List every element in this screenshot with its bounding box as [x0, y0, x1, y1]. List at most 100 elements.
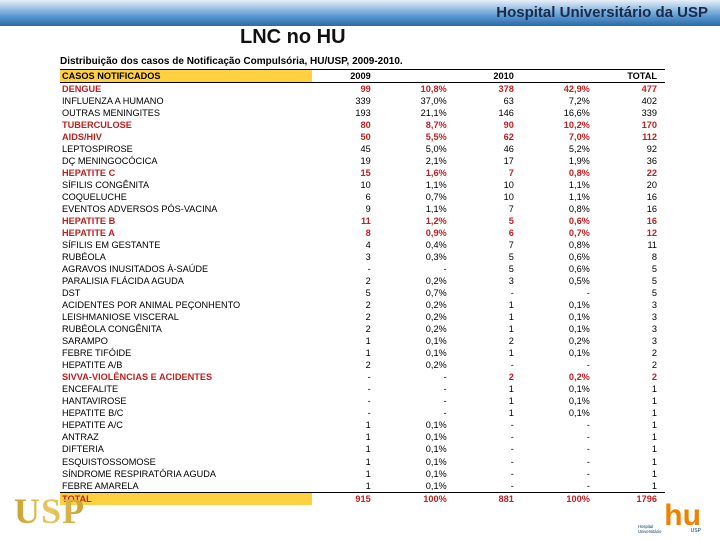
cell-d: 0,6%: [522, 264, 598, 276]
cell-d: 0,1%: [522, 300, 598, 312]
cell-name: ANTRAZ: [60, 432, 312, 444]
cell-name: HEPATITE C: [60, 167, 312, 179]
cell-name: TUBERCULOSE: [60, 119, 312, 131]
cell-e: 339: [598, 107, 665, 119]
cell-d: 42,9%: [522, 83, 598, 96]
cell-e: 5: [598, 288, 665, 300]
cell-a: 1: [312, 348, 379, 360]
cell-a: 1: [312, 456, 379, 468]
cell-e: 16: [598, 203, 665, 215]
cell-c: 17: [455, 155, 522, 167]
footer-2010-pct: 100%: [522, 493, 598, 506]
table-row: SARAMPO10,1%20,2%3: [60, 336, 665, 348]
cell-e: 477: [598, 83, 665, 96]
cell-c: 10: [455, 179, 522, 191]
cell-b: -: [379, 396, 455, 408]
cell-name: FEBRE AMARELA: [60, 480, 312, 493]
cell-e: 5: [598, 264, 665, 276]
cell-a: 45: [312, 143, 379, 155]
cell-d: 0,6%: [522, 215, 598, 227]
cell-a: 10: [312, 179, 379, 191]
footer-label: TOTAL: [60, 493, 312, 506]
cell-b: 0,7%: [379, 288, 455, 300]
cell-a: 80: [312, 119, 379, 131]
cell-a: 9: [312, 203, 379, 215]
footer-2010: 881: [455, 493, 522, 506]
cell-c: 3: [455, 276, 522, 288]
cell-a: -: [312, 396, 379, 408]
table-row: OUTRAS MENINGITES19321,1%14616,6%339: [60, 107, 665, 119]
table-row: PARALISIA FLÁCIDA AGUDA20,2%30,5%5: [60, 276, 665, 288]
cell-d: 0,1%: [522, 396, 598, 408]
cell-b: 0,2%: [379, 360, 455, 372]
cell-a: 3: [312, 251, 379, 263]
cell-e: 2: [598, 348, 665, 360]
cell-c: 2: [455, 336, 522, 348]
cell-c: 10: [455, 191, 522, 203]
cell-a: 6: [312, 191, 379, 203]
cell-c: -: [455, 444, 522, 456]
cell-c: 7: [455, 203, 522, 215]
cell-name: DÇ MENINGOCÓCICA: [60, 155, 312, 167]
table-row: LEISHMANIOSE VISCERAL20,2%10,1%3: [60, 312, 665, 324]
col-2010-pct: [522, 70, 598, 83]
cell-e: 3: [598, 336, 665, 348]
cell-d: -: [522, 444, 598, 456]
cell-d: 7,0%: [522, 131, 598, 143]
cell-a: -: [312, 264, 379, 276]
cell-e: 22: [598, 167, 665, 179]
hu-logo: HospitalUniversitário hu USP: [638, 486, 710, 534]
table-row: DÇ MENINGOCÓCICA192,1%171,9%36: [60, 155, 665, 167]
cell-e: 3: [598, 324, 665, 336]
cases-table: CASOS NOTIFICADOS 2009 2010 TOTAL DENGUE…: [60, 69, 665, 505]
table-row: TUBERCULOSE808,7%9010,2%170: [60, 119, 665, 131]
cell-b: 0,3%: [379, 251, 455, 263]
cell-name: ESQUISTOSSOMOSE: [60, 456, 312, 468]
cell-name: ACIDENTES POR ANIMAL PEÇONHENTO: [60, 300, 312, 312]
cell-e: 2: [598, 372, 665, 384]
cell-e: 3: [598, 312, 665, 324]
cell-name: FEBRE TIFÓIDE: [60, 348, 312, 360]
cell-d: 0,6%: [522, 251, 598, 263]
cell-a: 1: [312, 420, 379, 432]
table-row: RUBÉOLA CONGÊNITA20,2%10,1%3: [60, 324, 665, 336]
cell-a: 193: [312, 107, 379, 119]
cell-a: 2: [312, 312, 379, 324]
cell-b: -: [379, 372, 455, 384]
cell-name: LEISHMANIOSE VISCERAL: [60, 312, 312, 324]
cell-b: 5,5%: [379, 131, 455, 143]
cell-a: 1: [312, 444, 379, 456]
cell-a: 1: [312, 336, 379, 348]
cell-b: -: [379, 384, 455, 396]
cell-d: 5,2%: [522, 143, 598, 155]
cell-name: ENCEFALITE: [60, 384, 312, 396]
cell-d: 0,8%: [522, 167, 598, 179]
cell-b: -: [379, 264, 455, 276]
cell-b: 0,1%: [379, 456, 455, 468]
cell-name: DENGUE: [60, 83, 312, 96]
cell-name: SIVVA-VIOLÊNCIAS E ACIDENTES: [60, 372, 312, 384]
table-row: HEPATITE A/C10,1%--1: [60, 420, 665, 432]
cell-e: 16: [598, 191, 665, 203]
cell-d: 1,1%: [522, 191, 598, 203]
cell-c: -: [455, 288, 522, 300]
cell-b: 0,1%: [379, 348, 455, 360]
cell-d: -: [522, 360, 598, 372]
table-row: HEPATITE A/B20,2%--2: [60, 360, 665, 372]
cell-a: 1: [312, 432, 379, 444]
cell-c: 7: [455, 239, 522, 251]
cell-name: HANTAVIROSE: [60, 396, 312, 408]
cell-a: 5: [312, 288, 379, 300]
cell-c: 1: [455, 348, 522, 360]
cell-b: 1,2%: [379, 215, 455, 227]
cell-e: 1: [598, 420, 665, 432]
table-row: COQUELUCHE60,7%101,1%16: [60, 191, 665, 203]
cell-name: HEPATITE B: [60, 215, 312, 227]
cell-d: 0,1%: [522, 312, 598, 324]
col-total: TOTAL: [598, 70, 665, 83]
slide-title: LNC no HU: [240, 26, 346, 49]
cell-name: SARAMPO: [60, 336, 312, 348]
cell-e: 1: [598, 444, 665, 456]
institution-name: Hospital Universitário da USP: [496, 4, 708, 21]
cell-d: -: [522, 288, 598, 300]
